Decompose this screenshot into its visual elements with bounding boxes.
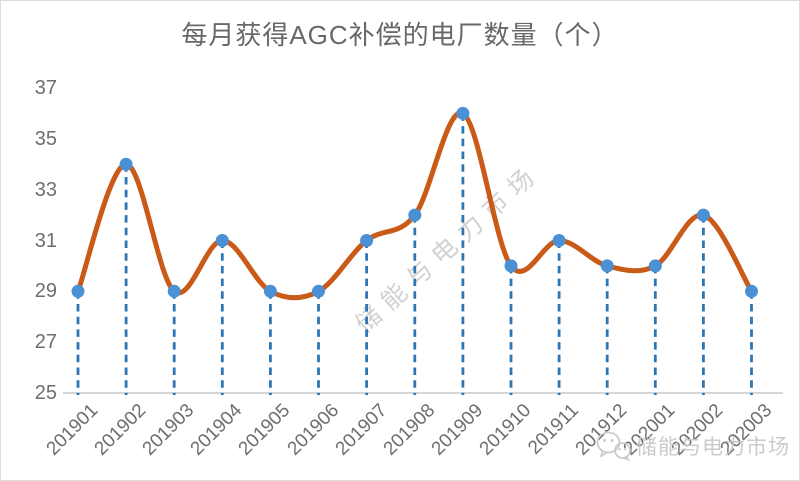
y-tick-label: 37 — [34, 77, 57, 99]
y-tick-label: 27 — [34, 331, 57, 353]
data-point-marker — [504, 259, 518, 273]
y-tick-label: 31 — [34, 230, 57, 252]
y-tick-label: 33 — [34, 179, 57, 201]
chart-title: 每月获得AGC补偿的电厂数量（个） — [181, 20, 619, 50]
data-point-marker — [456, 106, 470, 120]
data-point-marker — [360, 234, 374, 247]
data-point-marker — [648, 259, 662, 273]
data-point-marker — [600, 259, 614, 273]
data-point-marker — [215, 234, 229, 247]
y-tick-label: 35 — [34, 128, 57, 150]
data-point-marker — [119, 157, 133, 171]
data-point-marker — [312, 284, 325, 298]
y-tick-label: 25 — [34, 382, 57, 404]
data-point-marker — [696, 208, 710, 222]
wechat-logo-icon — [596, 431, 631, 462]
watermark-footer-text: 储能与电力市场 — [636, 436, 790, 459]
data-point-marker — [552, 234, 566, 247]
data-point-marker — [71, 284, 85, 298]
data-point-marker — [263, 284, 277, 298]
data-point-marker — [745, 284, 758, 298]
data-point-marker — [167, 284, 181, 298]
data-point-marker — [408, 208, 422, 222]
y-tick-label: 29 — [34, 280, 57, 302]
watermark-footer: 储能与电力市场 — [595, 430, 790, 462]
